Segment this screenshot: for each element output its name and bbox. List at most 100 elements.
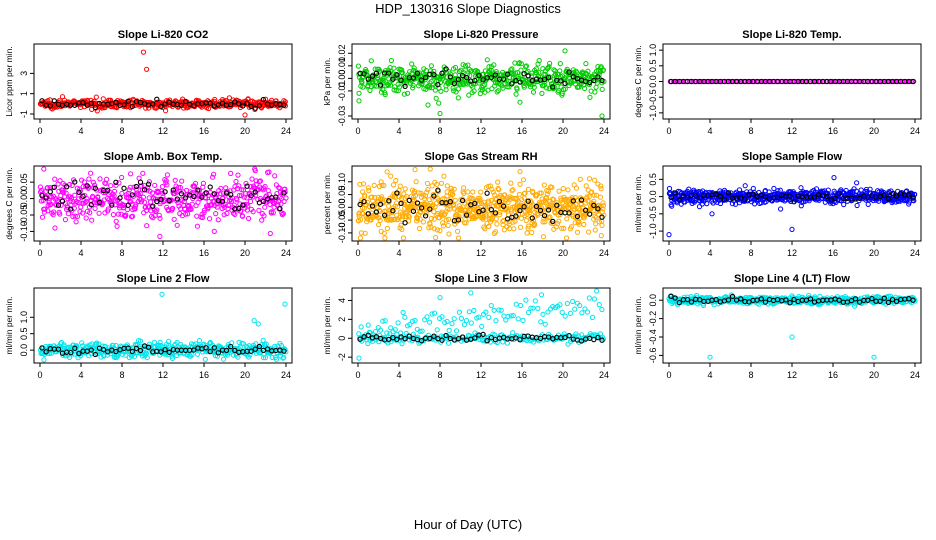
data-point (793, 78, 799, 85)
data-point (452, 72, 458, 78)
data-point (188, 206, 194, 212)
data-point (556, 218, 562, 224)
data-point (496, 187, 502, 193)
data-point (140, 170, 146, 176)
reference-point (191, 103, 197, 109)
data-point (372, 329, 379, 335)
data-point (221, 356, 227, 362)
y-tick-label: 0.5 (648, 60, 658, 73)
reference-point (369, 73, 376, 79)
data-point (600, 203, 607, 209)
data-point (93, 94, 99, 100)
x-tick-label: 16 (828, 126, 838, 136)
data-point (382, 92, 388, 98)
data-point (447, 206, 453, 212)
data-point (87, 210, 93, 216)
data-point-outlier (242, 112, 248, 118)
data-point (562, 86, 568, 92)
data-point (57, 211, 63, 217)
data-point (382, 235, 388, 241)
data-point (153, 105, 159, 111)
data-point (444, 74, 450, 80)
data-point (243, 180, 249, 187)
data-point (215, 217, 221, 223)
data-point (399, 216, 405, 222)
data-point (514, 86, 520, 92)
data-point (430, 82, 436, 88)
y-tick-label: 0.5 (19, 327, 29, 340)
data-point (594, 80, 600, 86)
data-point (491, 307, 497, 313)
reference-point (236, 101, 242, 107)
series-points (355, 166, 607, 241)
reference-point (390, 76, 396, 82)
reference-point (55, 202, 62, 208)
data-point (478, 189, 484, 195)
data-point (128, 171, 134, 177)
x-tick-label: 20 (240, 370, 250, 380)
data-point-outlier (666, 232, 672, 238)
data-point (96, 210, 102, 216)
data-point (440, 220, 446, 226)
data-point (502, 192, 508, 198)
reference-point (447, 74, 453, 80)
reference-point (500, 76, 507, 82)
data-point (272, 173, 278, 179)
data-point (81, 179, 88, 185)
data-point (48, 201, 54, 207)
data-point (574, 70, 580, 76)
data-point (485, 183, 491, 189)
reference-point (39, 192, 45, 199)
data-point (152, 182, 158, 188)
reference-point (488, 74, 494, 81)
data-point (83, 215, 89, 221)
data-point (551, 67, 557, 73)
reference-point (260, 198, 267, 205)
reference-point (125, 98, 131, 104)
data-point (263, 96, 269, 102)
x-tick-label: 8 (437, 126, 442, 136)
y-tick-label: 0.0 (19, 344, 29, 357)
data-point (179, 178, 185, 184)
data-point (446, 327, 452, 333)
reference-point (88, 202, 94, 208)
data-point (456, 309, 462, 315)
reference-point (427, 206, 433, 212)
data-point-outlier (538, 292, 545, 298)
series-points (38, 291, 289, 363)
data-point (210, 174, 216, 180)
data-point-outlier (789, 334, 795, 340)
data-point (164, 172, 170, 178)
y-tick-label: 0.0 (648, 75, 658, 88)
reference-point (43, 195, 49, 201)
data-point (68, 198, 74, 204)
data-point (493, 229, 499, 235)
y-tick-label: 0.05 (19, 173, 29, 191)
data-point (401, 91, 407, 97)
data-point (411, 65, 417, 71)
data-point (814, 78, 820, 85)
x-tick-label: 24 (599, 126, 609, 136)
data-point (52, 176, 58, 182)
y-tick-label: 0.00 (19, 190, 29, 208)
data-point (366, 188, 372, 194)
reference-point (525, 73, 531, 79)
y-tick-label: 1.0 (648, 44, 658, 57)
data-point (666, 185, 673, 192)
data-point (72, 213, 78, 219)
data-point (259, 217, 265, 223)
reference-point (402, 220, 408, 226)
y-tick-label: 1 (19, 91, 29, 96)
data-point (512, 70, 519, 76)
data-point (520, 177, 527, 183)
reference-point (84, 102, 90, 108)
x-tick-label: 4 (396, 370, 401, 380)
x-tick-label: 0 (666, 248, 671, 258)
data-point (360, 84, 366, 90)
data-point (449, 192, 455, 198)
data-point (57, 178, 63, 184)
data-point (357, 235, 363, 241)
y-tick-label: -1.0 (648, 223, 658, 239)
